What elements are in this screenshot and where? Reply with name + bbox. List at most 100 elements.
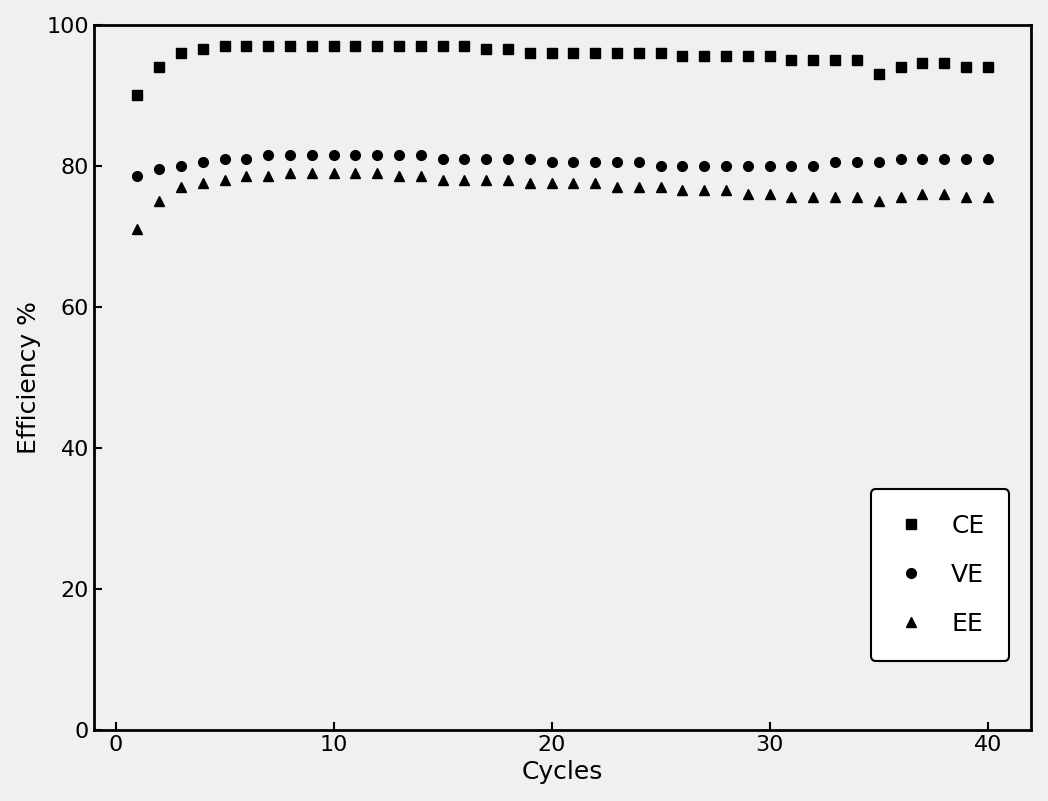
VE	[698, 161, 711, 171]
CE	[633, 48, 646, 58]
EE	[720, 186, 733, 195]
CE	[894, 62, 907, 72]
VE	[545, 157, 558, 167]
VE	[262, 151, 275, 160]
VE	[371, 151, 384, 160]
VE	[894, 154, 907, 163]
VE	[611, 157, 624, 167]
CE	[480, 45, 493, 54]
CE	[458, 41, 471, 50]
EE	[436, 175, 449, 184]
VE	[654, 161, 667, 171]
CE	[676, 51, 689, 61]
CE	[981, 62, 994, 72]
EE	[305, 168, 318, 178]
VE	[785, 161, 798, 171]
CE	[262, 41, 275, 50]
CE	[916, 58, 929, 68]
VE	[742, 161, 755, 171]
VE	[829, 157, 842, 167]
CE	[196, 45, 209, 54]
EE	[807, 193, 820, 203]
EE	[611, 182, 624, 191]
VE	[480, 154, 493, 163]
EE	[916, 189, 929, 199]
EE	[633, 182, 646, 191]
VE	[981, 154, 994, 163]
VE	[458, 154, 471, 163]
EE	[654, 182, 667, 191]
X-axis label: Cycles: Cycles	[522, 760, 604, 784]
CE	[698, 51, 711, 61]
EE	[938, 189, 951, 199]
VE	[524, 154, 537, 163]
EE	[763, 189, 776, 199]
VE	[240, 154, 253, 163]
VE	[763, 161, 776, 171]
VE	[633, 157, 646, 167]
VE	[960, 154, 973, 163]
EE	[196, 179, 209, 188]
EE	[327, 168, 340, 178]
CE	[415, 41, 428, 50]
CE	[589, 48, 602, 58]
EE	[218, 175, 231, 184]
CE	[502, 45, 515, 54]
CE	[284, 41, 297, 50]
VE	[807, 161, 820, 171]
VE	[436, 154, 449, 163]
CE	[938, 58, 951, 68]
EE	[415, 171, 428, 181]
CE	[807, 55, 820, 65]
EE	[349, 168, 362, 178]
EE	[894, 193, 907, 203]
VE	[131, 171, 144, 181]
Line: VE: VE	[132, 151, 992, 181]
EE	[393, 171, 406, 181]
VE	[218, 154, 231, 163]
EE	[458, 175, 471, 184]
CE	[349, 41, 362, 50]
VE	[284, 151, 297, 160]
EE	[545, 179, 558, 188]
CE	[327, 41, 340, 50]
EE	[131, 224, 144, 234]
EE	[480, 175, 493, 184]
EE	[829, 193, 842, 203]
CE	[371, 41, 384, 50]
VE	[175, 161, 188, 171]
CE	[524, 48, 537, 58]
CE	[393, 41, 406, 50]
EE	[742, 189, 755, 199]
CE	[654, 48, 667, 58]
Line: EE: EE	[132, 168, 992, 234]
EE	[371, 168, 384, 178]
CE	[175, 48, 188, 58]
EE	[960, 193, 973, 203]
CE	[720, 51, 733, 61]
VE	[305, 151, 318, 160]
CE	[872, 69, 885, 78]
Legend: CE, VE, EE: CE, VE, EE	[871, 489, 1009, 661]
EE	[851, 193, 864, 203]
EE	[262, 171, 275, 181]
CE	[153, 62, 166, 72]
EE	[785, 193, 798, 203]
CE	[611, 48, 624, 58]
CE	[305, 41, 318, 50]
EE	[567, 179, 580, 188]
CE	[742, 51, 755, 61]
EE	[698, 186, 711, 195]
VE	[349, 151, 362, 160]
CE	[436, 41, 449, 50]
EE	[589, 179, 602, 188]
Line: CE: CE	[132, 41, 992, 100]
CE	[763, 51, 776, 61]
CE	[960, 62, 973, 72]
CE	[240, 41, 253, 50]
VE	[153, 164, 166, 174]
Y-axis label: Efficiency %: Efficiency %	[17, 301, 41, 453]
CE	[218, 41, 231, 50]
CE	[545, 48, 558, 58]
VE	[872, 157, 885, 167]
